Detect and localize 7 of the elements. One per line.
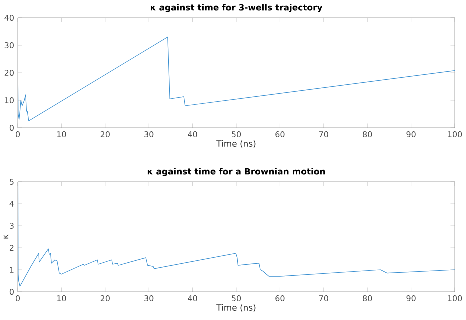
line-series <box>18 36 456 128</box>
line-series <box>18 182 456 287</box>
chart-title: κ against time for a Brownian motion <box>148 168 326 176</box>
x-axis-title: Time (ns) <box>216 140 256 148</box>
chart-title: κ against time for 3-wells trajectory <box>150 4 323 12</box>
y-axis-title: κ <box>4 234 9 239</box>
x-axis-title: Time (ns) <box>216 304 256 312</box>
